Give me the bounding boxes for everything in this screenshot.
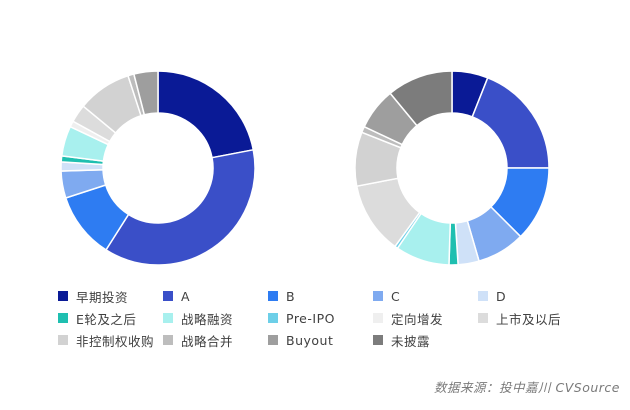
legend-item: 定向增发 bbox=[373, 309, 478, 327]
legend-item: Pre-IPO bbox=[268, 309, 373, 327]
legend-label: 定向增发 bbox=[391, 311, 444, 327]
legend-item: 早期投资 bbox=[58, 287, 163, 305]
donut-chart-1 bbox=[60, 70, 256, 266]
donut-slice bbox=[157, 70, 255, 159]
legend-item: 战略融资 bbox=[163, 309, 268, 327]
donut-slice bbox=[104, 148, 256, 266]
legend-label: 早期投资 bbox=[76, 289, 129, 305]
legend-item: B bbox=[268, 287, 373, 305]
legend-item: D bbox=[478, 287, 583, 305]
legend-swatch bbox=[58, 291, 68, 301]
source-note: 数据来源：投中嘉川 CVSource bbox=[434, 380, 620, 395]
legend-item: 上市及以后 bbox=[478, 309, 583, 327]
legend-label: 上市及以后 bbox=[496, 311, 562, 327]
donut-slice bbox=[471, 76, 550, 169]
legend-item: A bbox=[163, 287, 268, 305]
legend-swatch bbox=[163, 291, 173, 301]
legend-label: 未披露 bbox=[391, 333, 431, 349]
legend-item: 战略合并 bbox=[163, 331, 268, 349]
donut-slice bbox=[132, 70, 159, 116]
legend-label: 战略合并 bbox=[181, 333, 234, 349]
legend-swatch bbox=[268, 335, 278, 345]
legend-swatch bbox=[268, 291, 278, 301]
legend-swatch bbox=[268, 313, 278, 323]
legend-swatch bbox=[58, 335, 68, 345]
legend-label: Buyout bbox=[286, 332, 334, 348]
legend-item: E轮及之后 bbox=[58, 309, 163, 327]
legend-swatch bbox=[478, 313, 488, 323]
donut-chart-2 bbox=[354, 70, 550, 266]
legend-swatch bbox=[478, 291, 488, 301]
legend-label: B bbox=[286, 288, 296, 304]
legend-label: C bbox=[391, 288, 401, 304]
legend: 早期投资 A B C D E轮及之后 战略融资 Pre-IPO 定向增发 上市及… bbox=[58, 287, 618, 349]
donut-charts bbox=[60, 70, 550, 266]
legend-swatch bbox=[58, 313, 68, 323]
legend-label: Pre-IPO bbox=[286, 310, 335, 326]
legend-swatch bbox=[373, 335, 383, 345]
legend-swatch bbox=[163, 313, 173, 323]
legend-item: Buyout bbox=[268, 331, 373, 349]
legend-label: 非控制权收购 bbox=[76, 333, 155, 349]
legend-item: 未披露 bbox=[373, 331, 478, 349]
legend-item: C bbox=[373, 287, 478, 305]
legend-item: 非控制权收购 bbox=[58, 331, 163, 349]
legend-swatch bbox=[163, 335, 173, 345]
legend-label: E轮及之后 bbox=[76, 311, 137, 327]
legend-label: A bbox=[181, 288, 191, 304]
donut-slice bbox=[389, 70, 453, 127]
legend-swatch bbox=[373, 291, 383, 301]
legend-label: D bbox=[496, 288, 507, 304]
legend-swatch bbox=[373, 313, 383, 323]
legend-label: 战略融资 bbox=[181, 311, 234, 327]
